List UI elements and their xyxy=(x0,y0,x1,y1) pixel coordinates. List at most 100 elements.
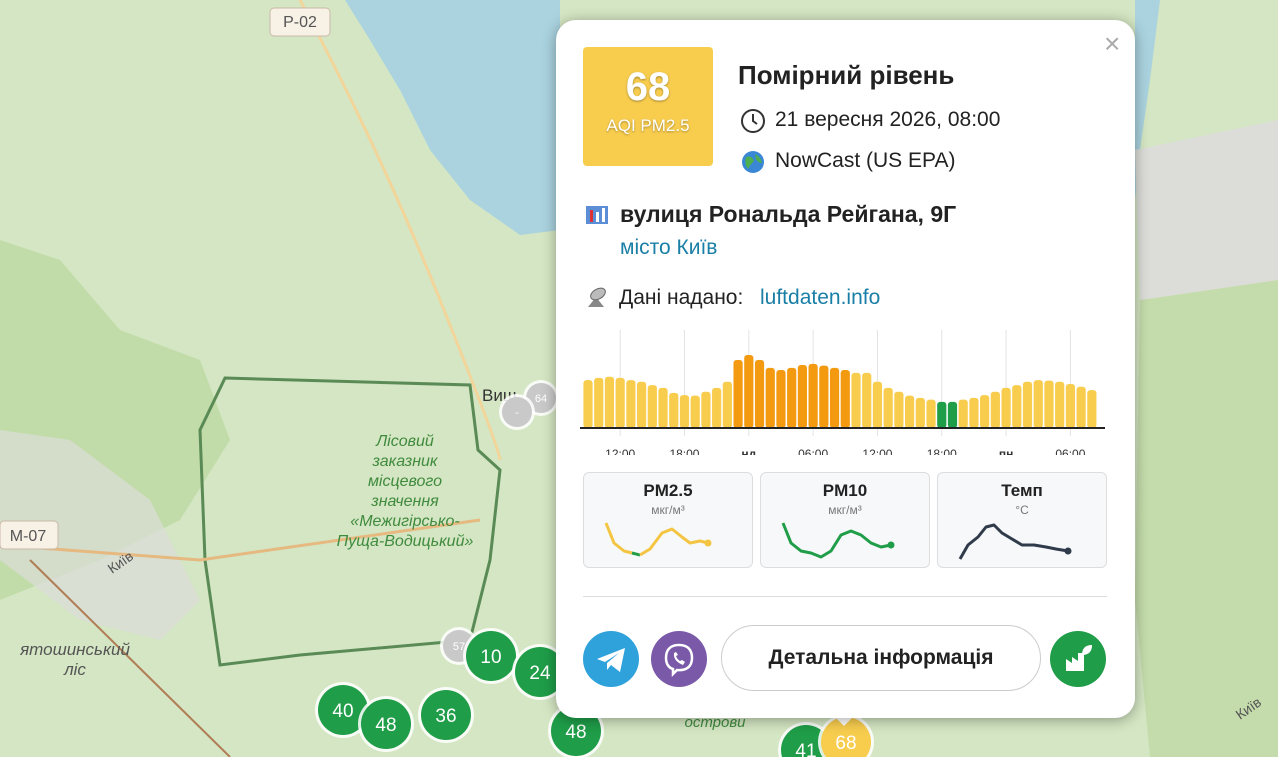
antenna-icon xyxy=(588,287,606,307)
parameter-card[interactable]: PM2.5 мкг/м³ xyxy=(583,472,753,568)
bar xyxy=(626,380,636,428)
water xyxy=(345,0,560,235)
level: Помірний рівень xyxy=(738,60,955,90)
marker[interactable] xyxy=(421,690,471,740)
city[interactable]: місто Київ xyxy=(620,236,718,259)
bar xyxy=(990,391,1000,428)
bar xyxy=(819,365,829,428)
bar xyxy=(926,399,936,428)
source-link[interactable]: luftdaten.info xyxy=(760,286,881,309)
marker-label: 24 xyxy=(529,663,551,684)
station-button[interactable] xyxy=(1050,631,1106,687)
bar xyxy=(765,367,775,428)
details-button[interactable]: Детальна інформація xyxy=(721,625,1041,691)
method: NowCast (US EPA) xyxy=(775,149,956,172)
bar xyxy=(583,380,593,428)
building-icon xyxy=(586,206,608,224)
road-label: Р-02 xyxy=(283,14,317,31)
sparkline xyxy=(781,522,895,559)
bar xyxy=(658,387,668,428)
bar xyxy=(797,365,807,428)
urban xyxy=(1135,120,1278,300)
aqi-badge: 68 AQI PM2.5 xyxy=(583,47,713,166)
road-label: М-07 xyxy=(10,528,47,545)
marker[interactable] xyxy=(318,685,368,735)
bar xyxy=(905,395,915,428)
marker[interactable] xyxy=(551,706,601,756)
x-tick-label: 18:00 xyxy=(669,447,699,455)
markers: 64 - 57 10 24 40 48 36 48 41 68 xyxy=(315,380,874,757)
forest xyxy=(1135,280,1278,757)
marker[interactable] xyxy=(515,647,565,697)
marker-label: 41 xyxy=(795,741,816,757)
bar xyxy=(1022,381,1033,428)
parameter-card[interactable]: PM10 мкг/м³ xyxy=(760,472,930,568)
bar xyxy=(851,372,861,428)
divider xyxy=(583,596,1107,597)
x-tick-label: пн xyxy=(999,447,1014,455)
sparkline-path xyxy=(639,527,709,557)
viber-button[interactable] xyxy=(651,631,707,687)
marker[interactable] xyxy=(466,631,516,681)
sparkline-end xyxy=(887,541,895,549)
bar xyxy=(690,395,700,428)
clock-icon xyxy=(741,109,765,133)
bar xyxy=(947,401,958,428)
parameter-card[interactable]: Темп °C xyxy=(937,472,1107,568)
bar xyxy=(594,377,604,428)
sparkline-path xyxy=(631,551,641,557)
bar xyxy=(1087,390,1097,428)
x-tick-label: 18:00 xyxy=(927,447,957,455)
telegram-button[interactable] xyxy=(583,631,639,687)
history-chart: 12:00 18:00 нд 06:00 12:00 18:00 пн 06:00 xyxy=(580,330,1105,455)
marker[interactable] xyxy=(781,725,831,757)
x-tick-label: 06:00 xyxy=(1055,447,1085,455)
road-shield xyxy=(0,520,59,550)
marker-label: 40 xyxy=(332,701,353,722)
x-tick-label: нд xyxy=(741,447,756,455)
place-label: ятошинський ліс xyxy=(19,640,130,679)
close-button[interactable]: × xyxy=(1104,28,1121,59)
marker-label: 57 xyxy=(453,641,465,653)
address: вулиця Рональда Рейгана, 9Г xyxy=(620,201,957,227)
x-tick-label: 06:00 xyxy=(798,447,828,455)
sparkline-end xyxy=(704,539,712,547)
x-tick-label: 12:00 xyxy=(605,447,635,455)
bar xyxy=(840,370,850,428)
road xyxy=(298,0,502,461)
bar xyxy=(637,381,647,428)
bar xyxy=(647,385,657,428)
bar xyxy=(1044,380,1054,428)
bar xyxy=(808,363,818,428)
bar xyxy=(1012,385,1022,428)
popup: × 68 AQI PM2.5 Помірний рівень 21 вересн… xyxy=(556,20,1135,718)
bar xyxy=(733,360,743,428)
bar xyxy=(701,391,711,428)
marker[interactable] xyxy=(502,397,532,427)
bar xyxy=(712,387,722,428)
sparkline-path xyxy=(604,522,633,555)
sparkline xyxy=(604,522,712,557)
marker[interactable] xyxy=(821,717,871,757)
marker[interactable] xyxy=(361,699,411,749)
marker-label: 48 xyxy=(565,722,586,743)
bar xyxy=(872,381,883,428)
bar xyxy=(1055,381,1065,428)
bar xyxy=(754,360,765,428)
bar xyxy=(669,392,679,428)
road xyxy=(0,518,481,562)
bar xyxy=(744,355,754,428)
railway xyxy=(29,559,231,757)
card-unit: мкг/м³ xyxy=(828,503,862,517)
bar xyxy=(937,401,947,428)
bar xyxy=(1033,380,1043,428)
bar xyxy=(1065,383,1075,428)
marker-label: 10 xyxy=(480,647,501,668)
bar xyxy=(915,397,925,428)
card-name: PM2.5 xyxy=(643,481,693,500)
bar xyxy=(787,367,797,428)
card-unit: мкг/м³ xyxy=(651,503,685,517)
place-label: Лісовий заказник місцевого значення «Межигір… xyxy=(337,433,474,550)
sparkline xyxy=(958,523,1072,560)
